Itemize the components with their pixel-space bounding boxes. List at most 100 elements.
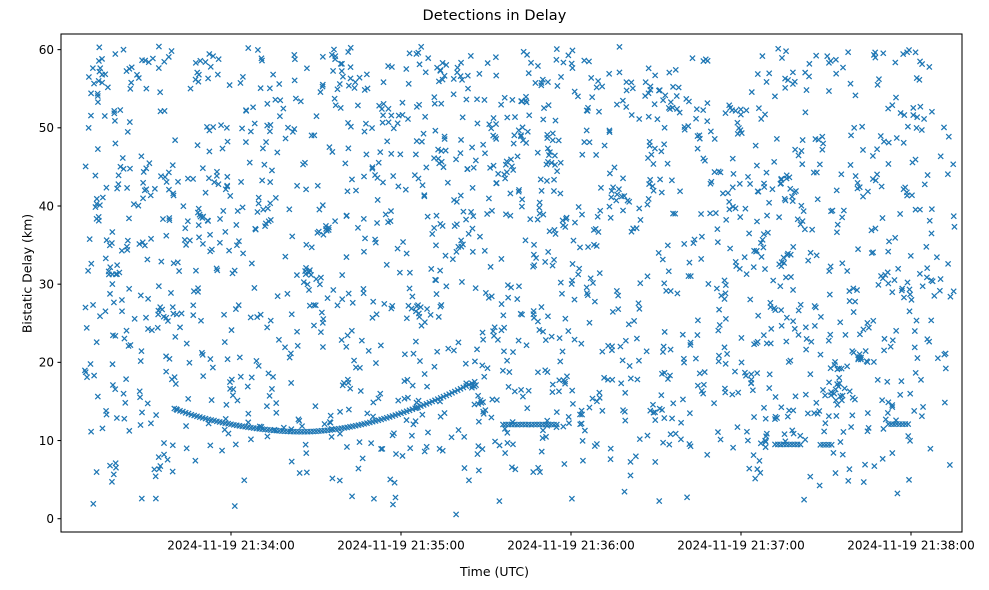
scatter-point (361, 235, 369, 242)
scatter-point (904, 192, 911, 199)
scatter-point (693, 115, 700, 122)
scatter-point (155, 65, 162, 72)
scatter-point (766, 371, 773, 378)
scatter-point (422, 113, 429, 120)
scatter-point (488, 125, 495, 132)
scatter-point (715, 327, 722, 334)
scatter-point (732, 205, 739, 212)
scatter-point (741, 254, 748, 261)
scatter-point (312, 302, 319, 309)
scatter-point (277, 97, 284, 104)
scatter-point (636, 436, 643, 443)
scatter-point (206, 148, 213, 155)
scatter-point (234, 207, 241, 215)
scatter-point (459, 114, 466, 121)
scatter-point (85, 73, 92, 81)
scatter-point (416, 358, 423, 365)
scatter-point (730, 444, 737, 451)
scatter-point (672, 430, 679, 437)
scatter-point (803, 86, 810, 94)
scatter-point (209, 364, 216, 371)
scatter-point (694, 132, 701, 140)
scatter-point (578, 340, 585, 347)
scatter-point (87, 360, 94, 368)
scatter-point (114, 185, 121, 192)
scatter-point (555, 137, 562, 144)
scatter-point (583, 284, 590, 291)
scatter-point (114, 262, 121, 269)
scatter-point (313, 113, 320, 120)
scatter-point (157, 173, 165, 180)
scatter-point (869, 152, 876, 159)
scatter-point (479, 362, 486, 369)
scatter-point (110, 299, 117, 306)
scatter-point (790, 430, 797, 437)
scatter-point (606, 203, 613, 210)
scatter-point (127, 85, 134, 92)
scatter-point (756, 457, 763, 464)
scatter-point (550, 188, 557, 195)
scatter-point (344, 332, 351, 339)
scatter-point (667, 288, 674, 295)
scatter-point (760, 404, 768, 411)
scatter-point (195, 222, 202, 229)
scatter-point (85, 124, 92, 131)
scatter-point (347, 75, 354, 82)
scatter-point (121, 335, 128, 342)
scatter-point (437, 267, 444, 274)
scatter-point (332, 102, 339, 109)
scatter-point (597, 207, 604, 214)
scatter-point (327, 412, 334, 419)
scatter-point (484, 210, 491, 217)
scatter-point (581, 57, 588, 64)
scatter-point (443, 61, 450, 68)
scatter-point (263, 403, 270, 410)
scatter-point (722, 290, 729, 297)
scatter-point (338, 60, 345, 67)
scatter-point (192, 76, 199, 83)
scatter-point (670, 400, 677, 407)
scatter-point (106, 290, 114, 297)
scatter-point (291, 77, 298, 84)
scatter-point (726, 206, 733, 213)
scatter-point (750, 264, 757, 271)
scatter-point (176, 267, 183, 275)
scatter-point (558, 290, 565, 297)
scatter-point (647, 83, 654, 90)
scatter-point (884, 378, 891, 385)
scatter-point (700, 381, 707, 388)
data-markers-layer (81, 43, 958, 518)
scatter-point (792, 146, 799, 153)
scatter-point (458, 278, 465, 285)
scatter-point (554, 82, 561, 89)
scatter-point (575, 203, 582, 211)
scatter-point (645, 90, 652, 97)
scatter-point (942, 365, 949, 372)
scatter-point (380, 112, 387, 119)
scatter-point (207, 356, 214, 363)
scatter-point (607, 456, 614, 463)
scatter-point (884, 409, 891, 416)
scatter-point (540, 116, 547, 123)
scatter-point (917, 103, 924, 110)
scatter-point (207, 231, 214, 238)
scatter-point (170, 190, 177, 197)
scatter-point (254, 208, 261, 216)
scatter-point (236, 354, 243, 361)
scatter-point (325, 224, 332, 231)
scatter-point (842, 331, 849, 338)
scatter-point (186, 359, 193, 366)
scatter-point (244, 383, 251, 390)
scatter-point (401, 395, 408, 402)
scatter-point (418, 138, 425, 145)
scatter-point (106, 462, 114, 469)
scatter-point (500, 348, 507, 355)
scatter-point (860, 326, 867, 333)
scatter-point (885, 238, 893, 245)
scatter-point (154, 324, 161, 331)
scatter-point (594, 213, 601, 220)
scatter-point (538, 82, 545, 89)
scatter-point (96, 68, 103, 75)
scatter-point (108, 240, 115, 247)
scatter-point (744, 437, 751, 444)
